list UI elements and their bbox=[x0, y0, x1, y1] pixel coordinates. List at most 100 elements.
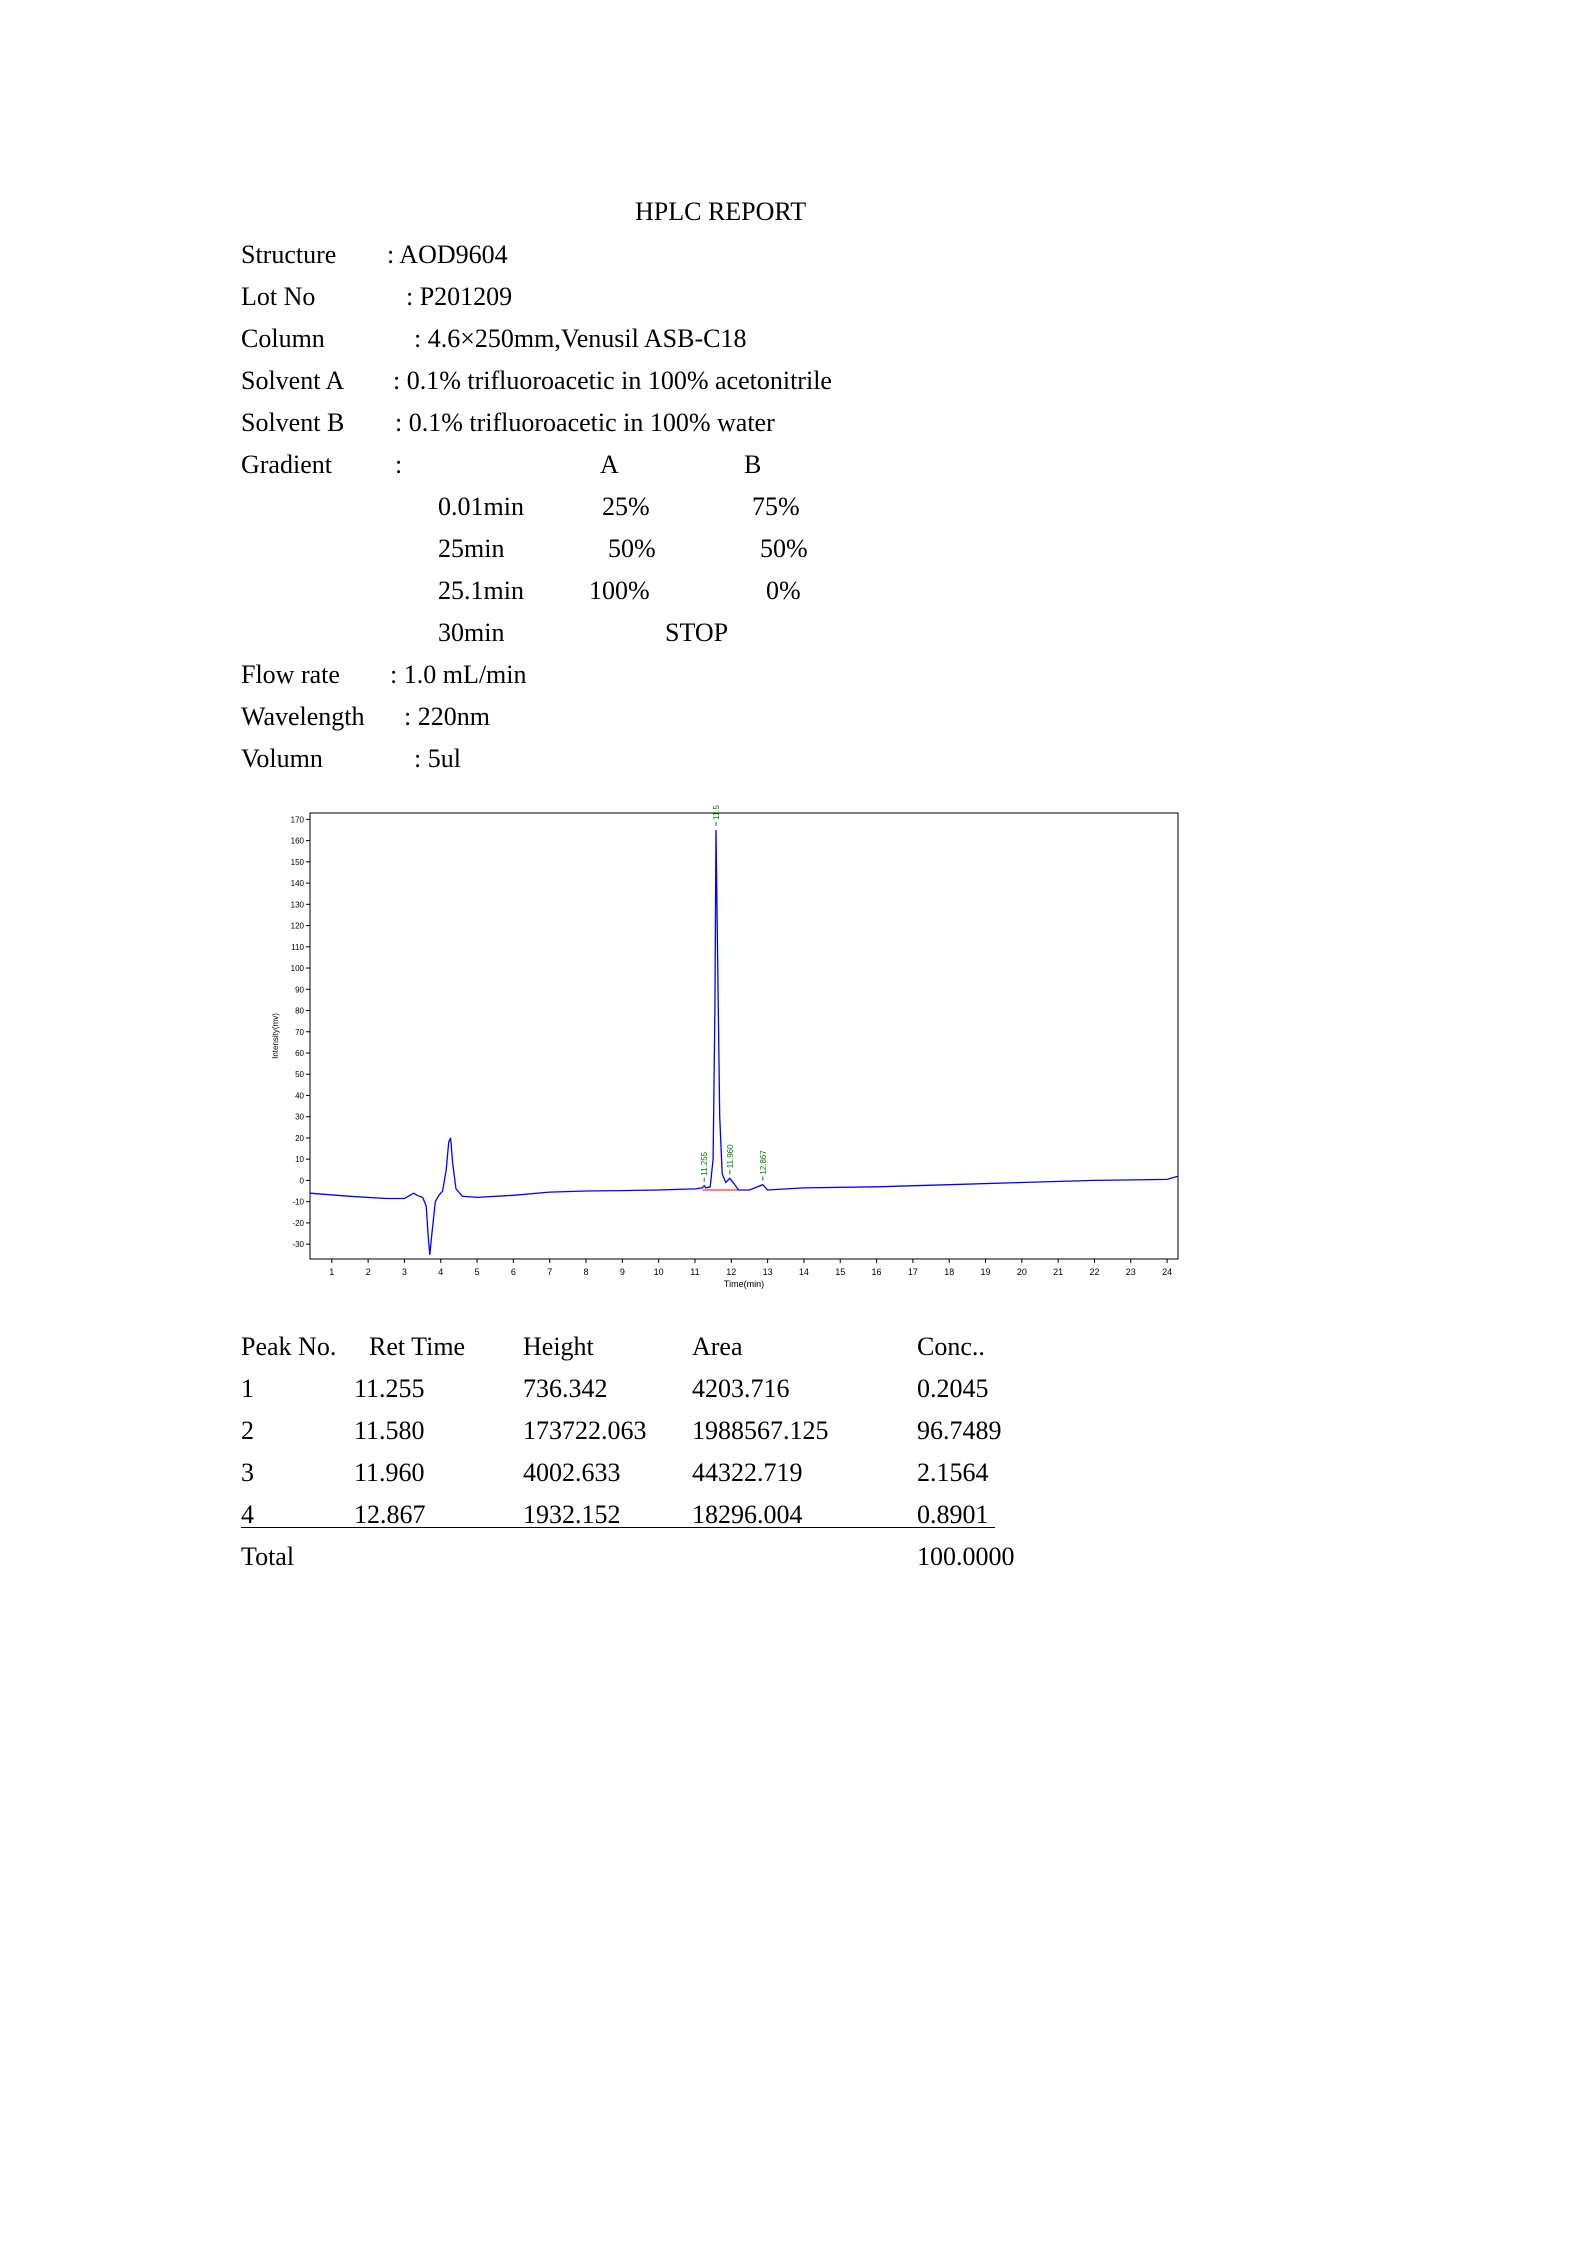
table-cell: 11.960 bbox=[354, 1458, 425, 1487]
y-tick-label: 0 bbox=[300, 1176, 305, 1185]
y-tick-label: 60 bbox=[295, 1049, 304, 1058]
gradient-label: Gradient bbox=[241, 450, 332, 479]
solvent-a-value: : 0.1% trifluoroacetic in 100% acetonitr… bbox=[393, 366, 832, 395]
table-cell: 736.342 bbox=[523, 1374, 608, 1403]
x-tick-label: 11 bbox=[690, 1267, 699, 1277]
y-tick-label: -10 bbox=[292, 1198, 304, 1207]
gradient-a: 100% bbox=[589, 576, 650, 605]
x-tick-label: 12 bbox=[726, 1267, 736, 1277]
chromatogram-trace bbox=[309, 829, 1179, 1255]
lot-value: : P201209 bbox=[406, 282, 513, 311]
peak-label: 11.580 bbox=[712, 805, 721, 820]
table-cell: 0.8901 bbox=[917, 1500, 989, 1529]
gradient-a: 25% bbox=[602, 492, 650, 521]
flow-rate-label: Flow rate bbox=[241, 660, 340, 689]
gradient-b: 75% bbox=[752, 492, 800, 521]
y-tick-label: 40 bbox=[295, 1091, 304, 1100]
x-tick-label: 24 bbox=[1162, 1267, 1172, 1277]
y-tick-label: 10 bbox=[295, 1155, 304, 1164]
table-cell: 2 bbox=[241, 1416, 254, 1445]
table-total-rule bbox=[241, 1527, 995, 1528]
solvent-b-label: Solvent B bbox=[241, 408, 345, 437]
report-title: HPLC REPORT bbox=[635, 197, 807, 226]
table-cell: 2.1564 bbox=[917, 1458, 989, 1487]
flow-rate-value: : 1.0 mL/min bbox=[390, 660, 527, 689]
y-axis-ticks: -30 -20 -10 0 10 20 30 40 50 60 70 80 90 100 110 120 130… bbox=[291, 815, 310, 1249]
chromatogram-chart: 1 2 3 4 5 6 7 8 9 10 11 12 13 14 15 16 17 18 19 20 21 22 23 24 … bbox=[271, 805, 1179, 1289]
x-axis-label: Time(min) bbox=[724, 1279, 764, 1289]
x-tick-label: 3 bbox=[402, 1267, 407, 1277]
y-tick-label: 50 bbox=[295, 1070, 304, 1079]
column-label: Column bbox=[241, 324, 325, 353]
table-cell: 18296.004 bbox=[692, 1500, 803, 1529]
x-axis-ticks: 1 2 3 4 5 6 7 8 9 10 11 12 13 14 15 16 17 18 19 20 21 22 23 24 bbox=[329, 1259, 1172, 1277]
x-tick-label: 5 bbox=[475, 1267, 480, 1277]
gradient-colon: : bbox=[395, 450, 403, 479]
structure-value: : AOD9604 bbox=[387, 240, 508, 269]
y-tick-label: 70 bbox=[295, 1028, 304, 1037]
table-cell: 1988567.125 bbox=[692, 1416, 829, 1445]
peak-labels: 11.255 11.580 11.960 12.867 bbox=[700, 805, 768, 1182]
y-axis-label: Intensity(mv) bbox=[271, 1013, 280, 1059]
x-tick-label: 21 bbox=[1053, 1267, 1063, 1277]
x-tick-label: 1 bbox=[329, 1267, 334, 1277]
table-cell: 4203.716 bbox=[692, 1374, 790, 1403]
peak-label: 12.867 bbox=[759, 1150, 768, 1175]
gradient-a: 50% bbox=[608, 534, 656, 563]
x-tick-label: 15 bbox=[835, 1267, 845, 1277]
table-header: Area bbox=[692, 1332, 743, 1361]
x-tick-label: 23 bbox=[1126, 1267, 1136, 1277]
x-tick-label: 20 bbox=[1017, 1267, 1027, 1277]
table-total-label: Total bbox=[241, 1542, 295, 1571]
plot-frame bbox=[309, 812, 1179, 1260]
x-tick-label: 17 bbox=[908, 1267, 918, 1277]
table-cell: 4002.633 bbox=[523, 1458, 621, 1487]
gradient-time: 25.1min bbox=[438, 576, 524, 605]
y-tick-label: 120 bbox=[291, 922, 305, 931]
volume-value: : 5ul bbox=[414, 744, 461, 773]
table-cell: 173722.063 bbox=[523, 1416, 647, 1445]
x-tick-label: 22 bbox=[1089, 1267, 1099, 1277]
gradient-b: 50% bbox=[760, 534, 808, 563]
y-tick-label: 80 bbox=[295, 1007, 304, 1016]
gradient-col-b: B bbox=[744, 450, 762, 479]
x-tick-label: 9 bbox=[620, 1267, 625, 1277]
x-tick-label: 6 bbox=[511, 1267, 516, 1277]
table-header: Height bbox=[523, 1332, 594, 1361]
x-tick-label: 10 bbox=[654, 1267, 664, 1277]
column-value: : 4.6×250mm,Venusil ASB-C18 bbox=[414, 324, 747, 353]
table-cell: 3 bbox=[241, 1458, 254, 1487]
y-tick-label: 30 bbox=[295, 1113, 304, 1122]
peak-label: 11.255 bbox=[700, 1151, 709, 1175]
y-tick-label: 90 bbox=[295, 985, 304, 994]
table-cell: 1 bbox=[241, 1374, 254, 1403]
x-tick-label: 13 bbox=[763, 1267, 773, 1277]
peak-label: 11.960 bbox=[726, 1144, 735, 1168]
x-tick-label: 4 bbox=[438, 1267, 443, 1277]
solvent-b-value: : 0.1% trifluoroacetic in 100% water bbox=[395, 408, 775, 437]
x-tick-label: 7 bbox=[547, 1267, 552, 1277]
volume-label: Volumn bbox=[241, 744, 323, 773]
y-tick-label: 150 bbox=[291, 858, 305, 867]
gradient-stop: STOP bbox=[665, 618, 729, 647]
y-tick-label: 130 bbox=[291, 900, 305, 909]
wavelength-value: : 220nm bbox=[404, 702, 490, 731]
y-tick-label: -30 bbox=[292, 1240, 304, 1249]
x-tick-label: 19 bbox=[981, 1267, 991, 1277]
x-tick-label: 14 bbox=[799, 1267, 809, 1277]
gradient-time: 25min bbox=[438, 534, 505, 563]
table-header: Peak No. bbox=[241, 1332, 337, 1361]
x-tick-label: 18 bbox=[944, 1267, 954, 1277]
table-cell: 96.7489 bbox=[917, 1416, 1002, 1445]
gradient-stop-time: 30min bbox=[438, 618, 505, 647]
x-tick-label: 2 bbox=[366, 1267, 371, 1277]
x-tick-label: 16 bbox=[872, 1267, 882, 1277]
table-header: Conc.. bbox=[917, 1332, 985, 1361]
y-tick-label: 110 bbox=[291, 943, 304, 952]
solvent-a-label: Solvent A bbox=[241, 366, 345, 395]
y-tick-label: 20 bbox=[295, 1134, 304, 1143]
structure-label: Structure bbox=[241, 240, 337, 269]
x-tick-label: 8 bbox=[584, 1267, 589, 1277]
table-cell: 44322.719 bbox=[692, 1458, 803, 1487]
y-tick-label: -20 bbox=[292, 1219, 304, 1228]
